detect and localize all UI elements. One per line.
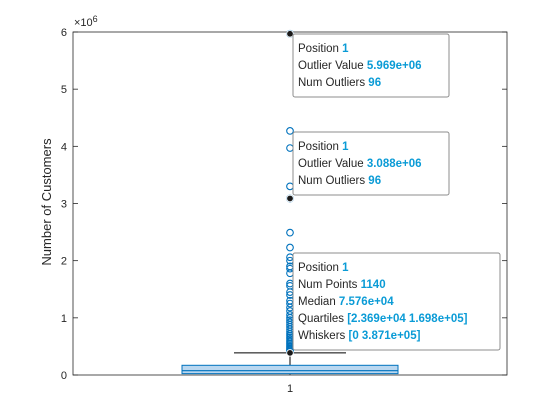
datatip-marker	[286, 194, 294, 203]
datatip-value: 3.088e+06	[367, 158, 422, 170]
datatip-marker	[286, 349, 294, 357]
datatip-label: Outlier Value	[298, 158, 367, 170]
y-tick-label: 1	[61, 313, 67, 325]
datatip-box	[292, 252, 501, 351]
datatip-label: Outlier Value	[298, 60, 367, 72]
datatip-value: 96	[368, 175, 381, 187]
y-tick-label: 6	[61, 27, 67, 39]
datatip-value: 1	[342, 141, 349, 153]
datatip-row: Position 1	[298, 43, 349, 55]
datatip-label: Position	[298, 141, 342, 153]
outlier-point	[286, 228, 294, 237]
datatip-row: Num Outliers 96	[298, 77, 381, 89]
datatip-row: Outlier Value 5.969e+06	[298, 60, 422, 72]
outlier-point	[286, 182, 294, 191]
outlier-point	[286, 269, 294, 278]
datatip-label: Num Outliers	[298, 77, 368, 89]
y-tick-label: 0	[61, 370, 67, 382]
y-axis-label: Number of Customers	[39, 138, 54, 266]
datatip-value: 1	[342, 43, 349, 55]
datatip-value: [2.369e+04 1.698e+05]	[347, 313, 467, 325]
datatip-box	[292, 33, 450, 98]
box-iqr	[181, 364, 399, 375]
datatip-label: Whiskers	[298, 330, 348, 342]
datatip-value: 96	[368, 77, 381, 89]
datatip-row: Position 1	[298, 262, 349, 274]
datatip: Position 1 Num Points 1140 Median 7.576e+0…	[286, 252, 501, 357]
outlier-point	[286, 144, 294, 152]
x-tick-label: 1	[287, 383, 293, 395]
datatip-row: Median 7.576e+04	[298, 296, 394, 308]
datatip-label: Position	[298, 262, 342, 274]
datatip-row: Position 1	[298, 141, 349, 153]
datatip-row: Num Points 1140	[298, 279, 386, 291]
y-axis-exponent-base: ×10	[74, 17, 93, 29]
y-tick-label: 3	[61, 199, 67, 211]
datatip-row: Num Outliers 96	[298, 175, 381, 187]
datatip: Position 1 Outlier Value 3.088e+06 Num Out…	[286, 131, 450, 203]
datatip-label: Quartiles	[298, 313, 347, 325]
datatip-value: [0 3.871e+05]	[348, 330, 420, 342]
datatip-value: 7.576e+04	[339, 296, 394, 308]
datatip-value: 1	[342, 262, 349, 274]
datatip-label: Median	[298, 296, 339, 308]
datatip-row: Outlier Value 3.088e+06	[298, 158, 422, 170]
y-tick-label: 2	[61, 256, 67, 268]
outlier-point	[286, 127, 294, 135]
y-tick-label: 5	[61, 84, 67, 96]
outlier-point	[286, 243, 294, 252]
y-axis-exponent-power: 6	[93, 14, 98, 24]
datatip-marker	[286, 30, 294, 38]
y-tick-label: 4	[61, 141, 67, 153]
datatip-row: Quartiles [2.369e+04 1.698e+05]	[298, 313, 468, 325]
datatip-label: Num Outliers	[298, 175, 368, 187]
datatip-label: Position	[298, 43, 342, 55]
datatip-row: Whiskers [0 3.871e+05]	[298, 330, 421, 342]
datatip-label: Num Points	[298, 279, 361, 291]
datatip-value: 1140	[361, 279, 386, 291]
datatip-box	[292, 131, 450, 196]
datatip: Position 1 Outlier Value 5.969e+06 Num Out…	[286, 30, 450, 98]
datatips: Position 1 Outlier Value 5.969e+06 Num Out…	[286, 30, 501, 357]
y-axis-exponent: ×106	[74, 14, 98, 29]
datatip-value: 5.969e+06	[367, 60, 422, 72]
